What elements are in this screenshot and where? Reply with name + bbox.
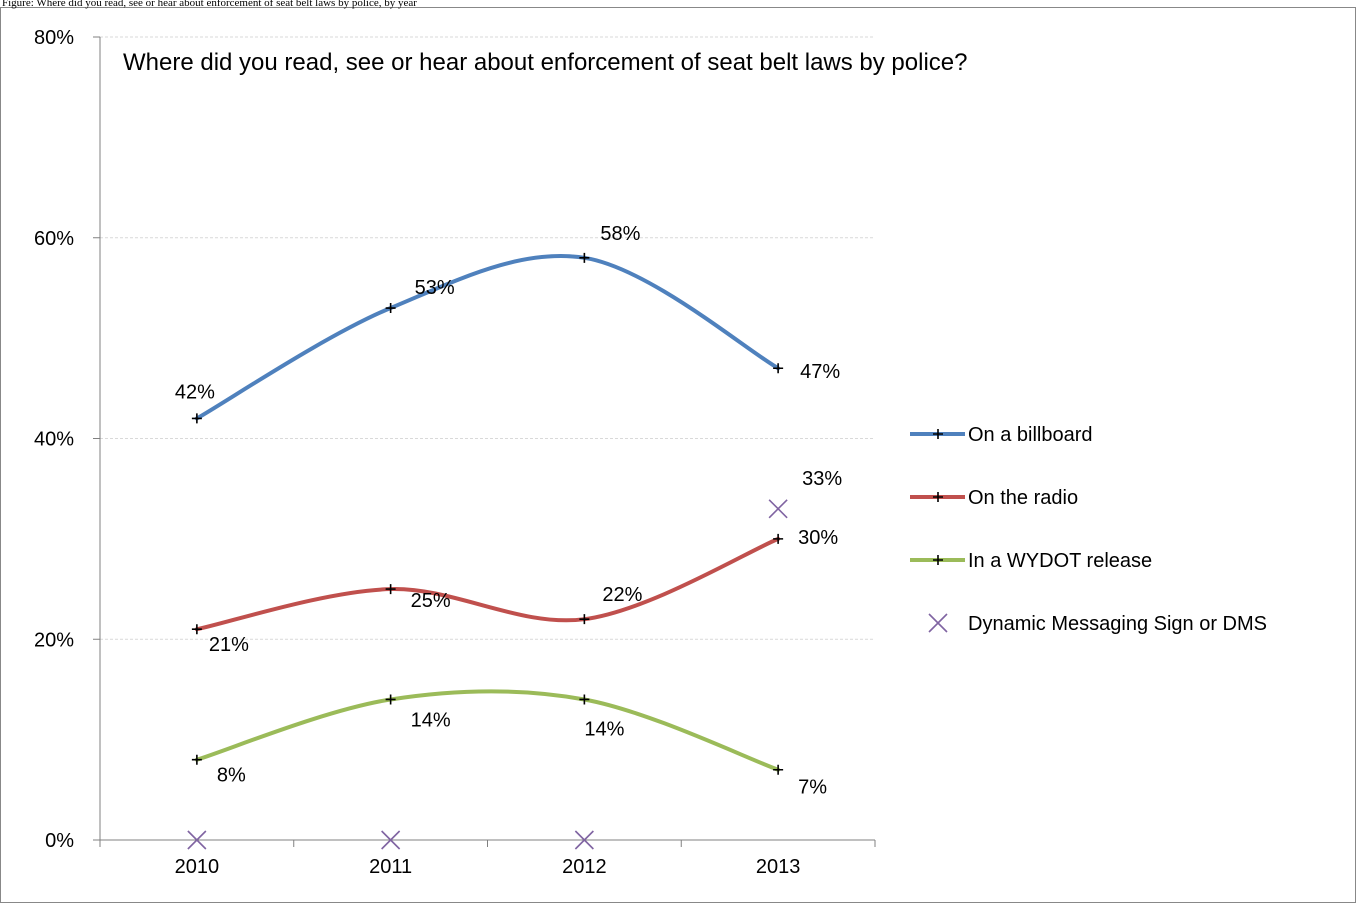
chart-border (0, 7, 1356, 903)
legend-label: On the radio (968, 487, 1078, 509)
data-point-marker (773, 533, 784, 544)
x-tick-label: 2013 (756, 856, 801, 878)
y-tick-label: 40% (34, 429, 74, 451)
data-label: 7% (798, 777, 827, 799)
data-point-marker (933, 555, 943, 565)
legend-label: In a WYDOT release (968, 550, 1152, 572)
data-point-marker (933, 429, 943, 439)
data-point-marker (773, 363, 784, 374)
data-label: 21% (209, 634, 249, 656)
data-point-marker (385, 303, 396, 314)
data-label: 30% (798, 527, 838, 549)
axes: 0% 20% 40% 60% 80% 2010 2011 2012 2013 (34, 27, 876, 878)
data-label: 8% (217, 765, 246, 787)
data-point-marker (768, 499, 788, 519)
data-point-marker (579, 614, 590, 625)
data-point-marker (187, 830, 207, 850)
gridlines (100, 36, 875, 640)
data-point-marker (579, 694, 590, 705)
series-line (194, 254, 781, 421)
data-point-marker (579, 252, 590, 263)
x-tick-label: 2012 (562, 856, 607, 878)
data-label: 14% (411, 709, 451, 731)
data-point-marker (385, 584, 396, 595)
data-point-marker (928, 613, 948, 633)
data-label: 58% (600, 223, 640, 245)
data-point-marker (191, 413, 202, 424)
legend-label: On a billboard (968, 424, 1093, 446)
data-point-marker (773, 764, 784, 775)
data-point-marker (574, 830, 594, 850)
legend: On a billboard On the radio In a WYDOT rel… (910, 424, 1267, 635)
data-label: 42% (175, 381, 215, 403)
data-point-marker (385, 694, 396, 705)
series-line (194, 536, 781, 632)
data-point-marker (933, 492, 943, 502)
data-point-marker (191, 624, 202, 635)
x-tick-label: 2010 (175, 856, 220, 878)
figure-caption: Figure: Where did you read, see or hear … (2, 0, 417, 9)
legend-label: Dynamic Messaging Sign or DMS (968, 613, 1267, 635)
data-label: 14% (584, 718, 624, 740)
series-lines (187, 252, 788, 850)
data-label: 53% (415, 277, 455, 299)
series-line (194, 689, 781, 772)
y-tick-label: 60% (34, 228, 74, 250)
data-point-marker (381, 830, 401, 850)
chart-title: Where did you read, see or hear about en… (123, 49, 968, 76)
data-label: 47% (800, 361, 840, 383)
y-tick-label: 80% (34, 27, 74, 49)
x-tick-label: 2011 (369, 856, 412, 878)
y-tick-label: 0% (45, 830, 74, 852)
data-label: 25% (411, 590, 451, 612)
data-label: 22% (602, 584, 642, 606)
data-point-marker (191, 754, 202, 765)
y-tick-label: 20% (34, 629, 74, 651)
data-labels: 42% 53% 58% 47% 21% 25% 22% 30% 8% 14% 14% 7% 33% (175, 223, 842, 799)
data-label: 33% (802, 468, 842, 490)
